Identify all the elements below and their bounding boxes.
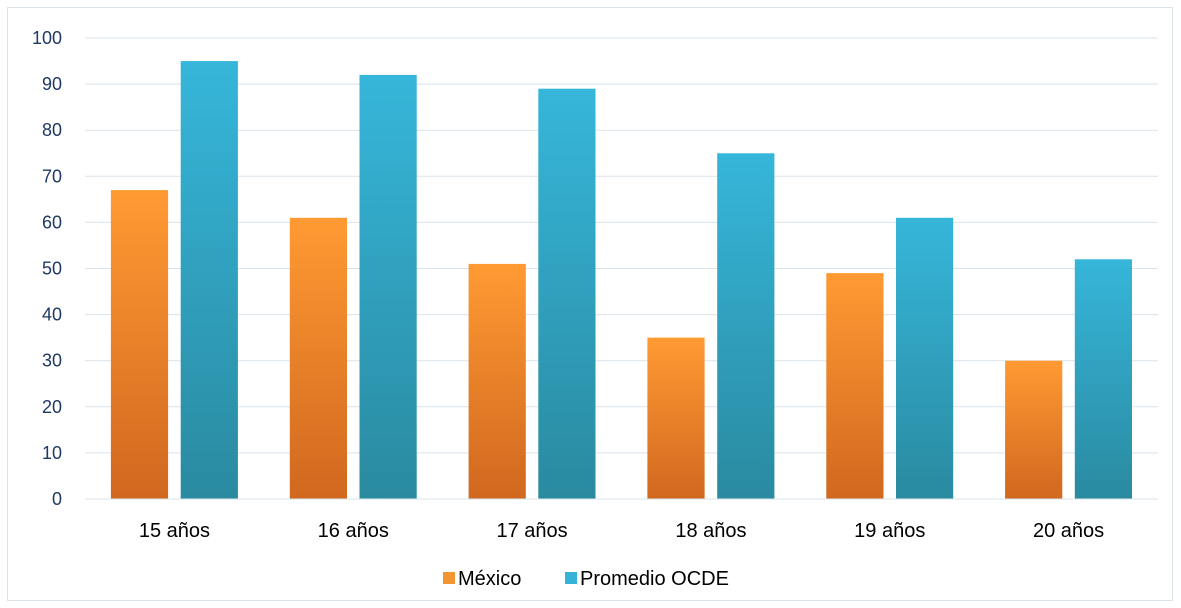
bar-promedio-ocde bbox=[896, 217, 954, 500]
y-tick-label: 70 bbox=[42, 166, 62, 186]
x-tick-label: 19 años bbox=[854, 520, 925, 542]
y-tick-label: 40 bbox=[42, 305, 62, 325]
y-tick-label: 90 bbox=[42, 74, 62, 94]
y-tick-label: 10 bbox=[42, 443, 62, 463]
bar-mexico bbox=[826, 273, 884, 499]
bar-promedio-ocde bbox=[538, 88, 596, 499]
y-tick-label: 50 bbox=[42, 259, 62, 279]
bar-promedio-ocde bbox=[1074, 259, 1132, 499]
y-tick-label: 100 bbox=[32, 28, 62, 48]
x-tick-label: 20 años bbox=[1033, 520, 1104, 542]
legend-swatch bbox=[443, 572, 455, 584]
gridlines bbox=[85, 37, 1158, 500]
x-tick-label: 15 años bbox=[139, 520, 210, 542]
bar-promedio-ocde bbox=[359, 74, 417, 500]
y-tick-label: 80 bbox=[42, 120, 62, 140]
bars bbox=[110, 61, 1132, 500]
bar-mexico bbox=[647, 337, 705, 499]
x-tick-label: 17 años bbox=[496, 520, 567, 542]
bar-promedio-ocde bbox=[180, 61, 238, 499]
y-axis: 0 10 20 30 40 50 60 70 80 90 100 bbox=[32, 28, 62, 509]
legend: México Promedio OCDE bbox=[443, 568, 729, 590]
bar-mexico bbox=[1005, 360, 1063, 499]
legend-swatch bbox=[565, 572, 577, 584]
bar-mexico bbox=[110, 190, 169, 499]
y-tick-label: 0 bbox=[52, 489, 62, 509]
x-axis: 15 años 16 años 17 años 18 años 19 años 20 añ… bbox=[85, 498, 1158, 542]
x-tick-label: 16 años bbox=[318, 520, 389, 542]
bar-mexico bbox=[468, 263, 526, 499]
bar-promedio-ocde bbox=[717, 153, 775, 500]
x-tick-label: 18 años bbox=[675, 520, 746, 542]
y-tick-label: 20 bbox=[42, 397, 62, 417]
y-tick-label: 60 bbox=[42, 212, 62, 232]
y-tick-label: 30 bbox=[42, 351, 62, 371]
legend-label: Promedio OCDE bbox=[580, 568, 729, 590]
bar-mexico bbox=[289, 217, 347, 500]
legend-label: México bbox=[458, 568, 521, 590]
